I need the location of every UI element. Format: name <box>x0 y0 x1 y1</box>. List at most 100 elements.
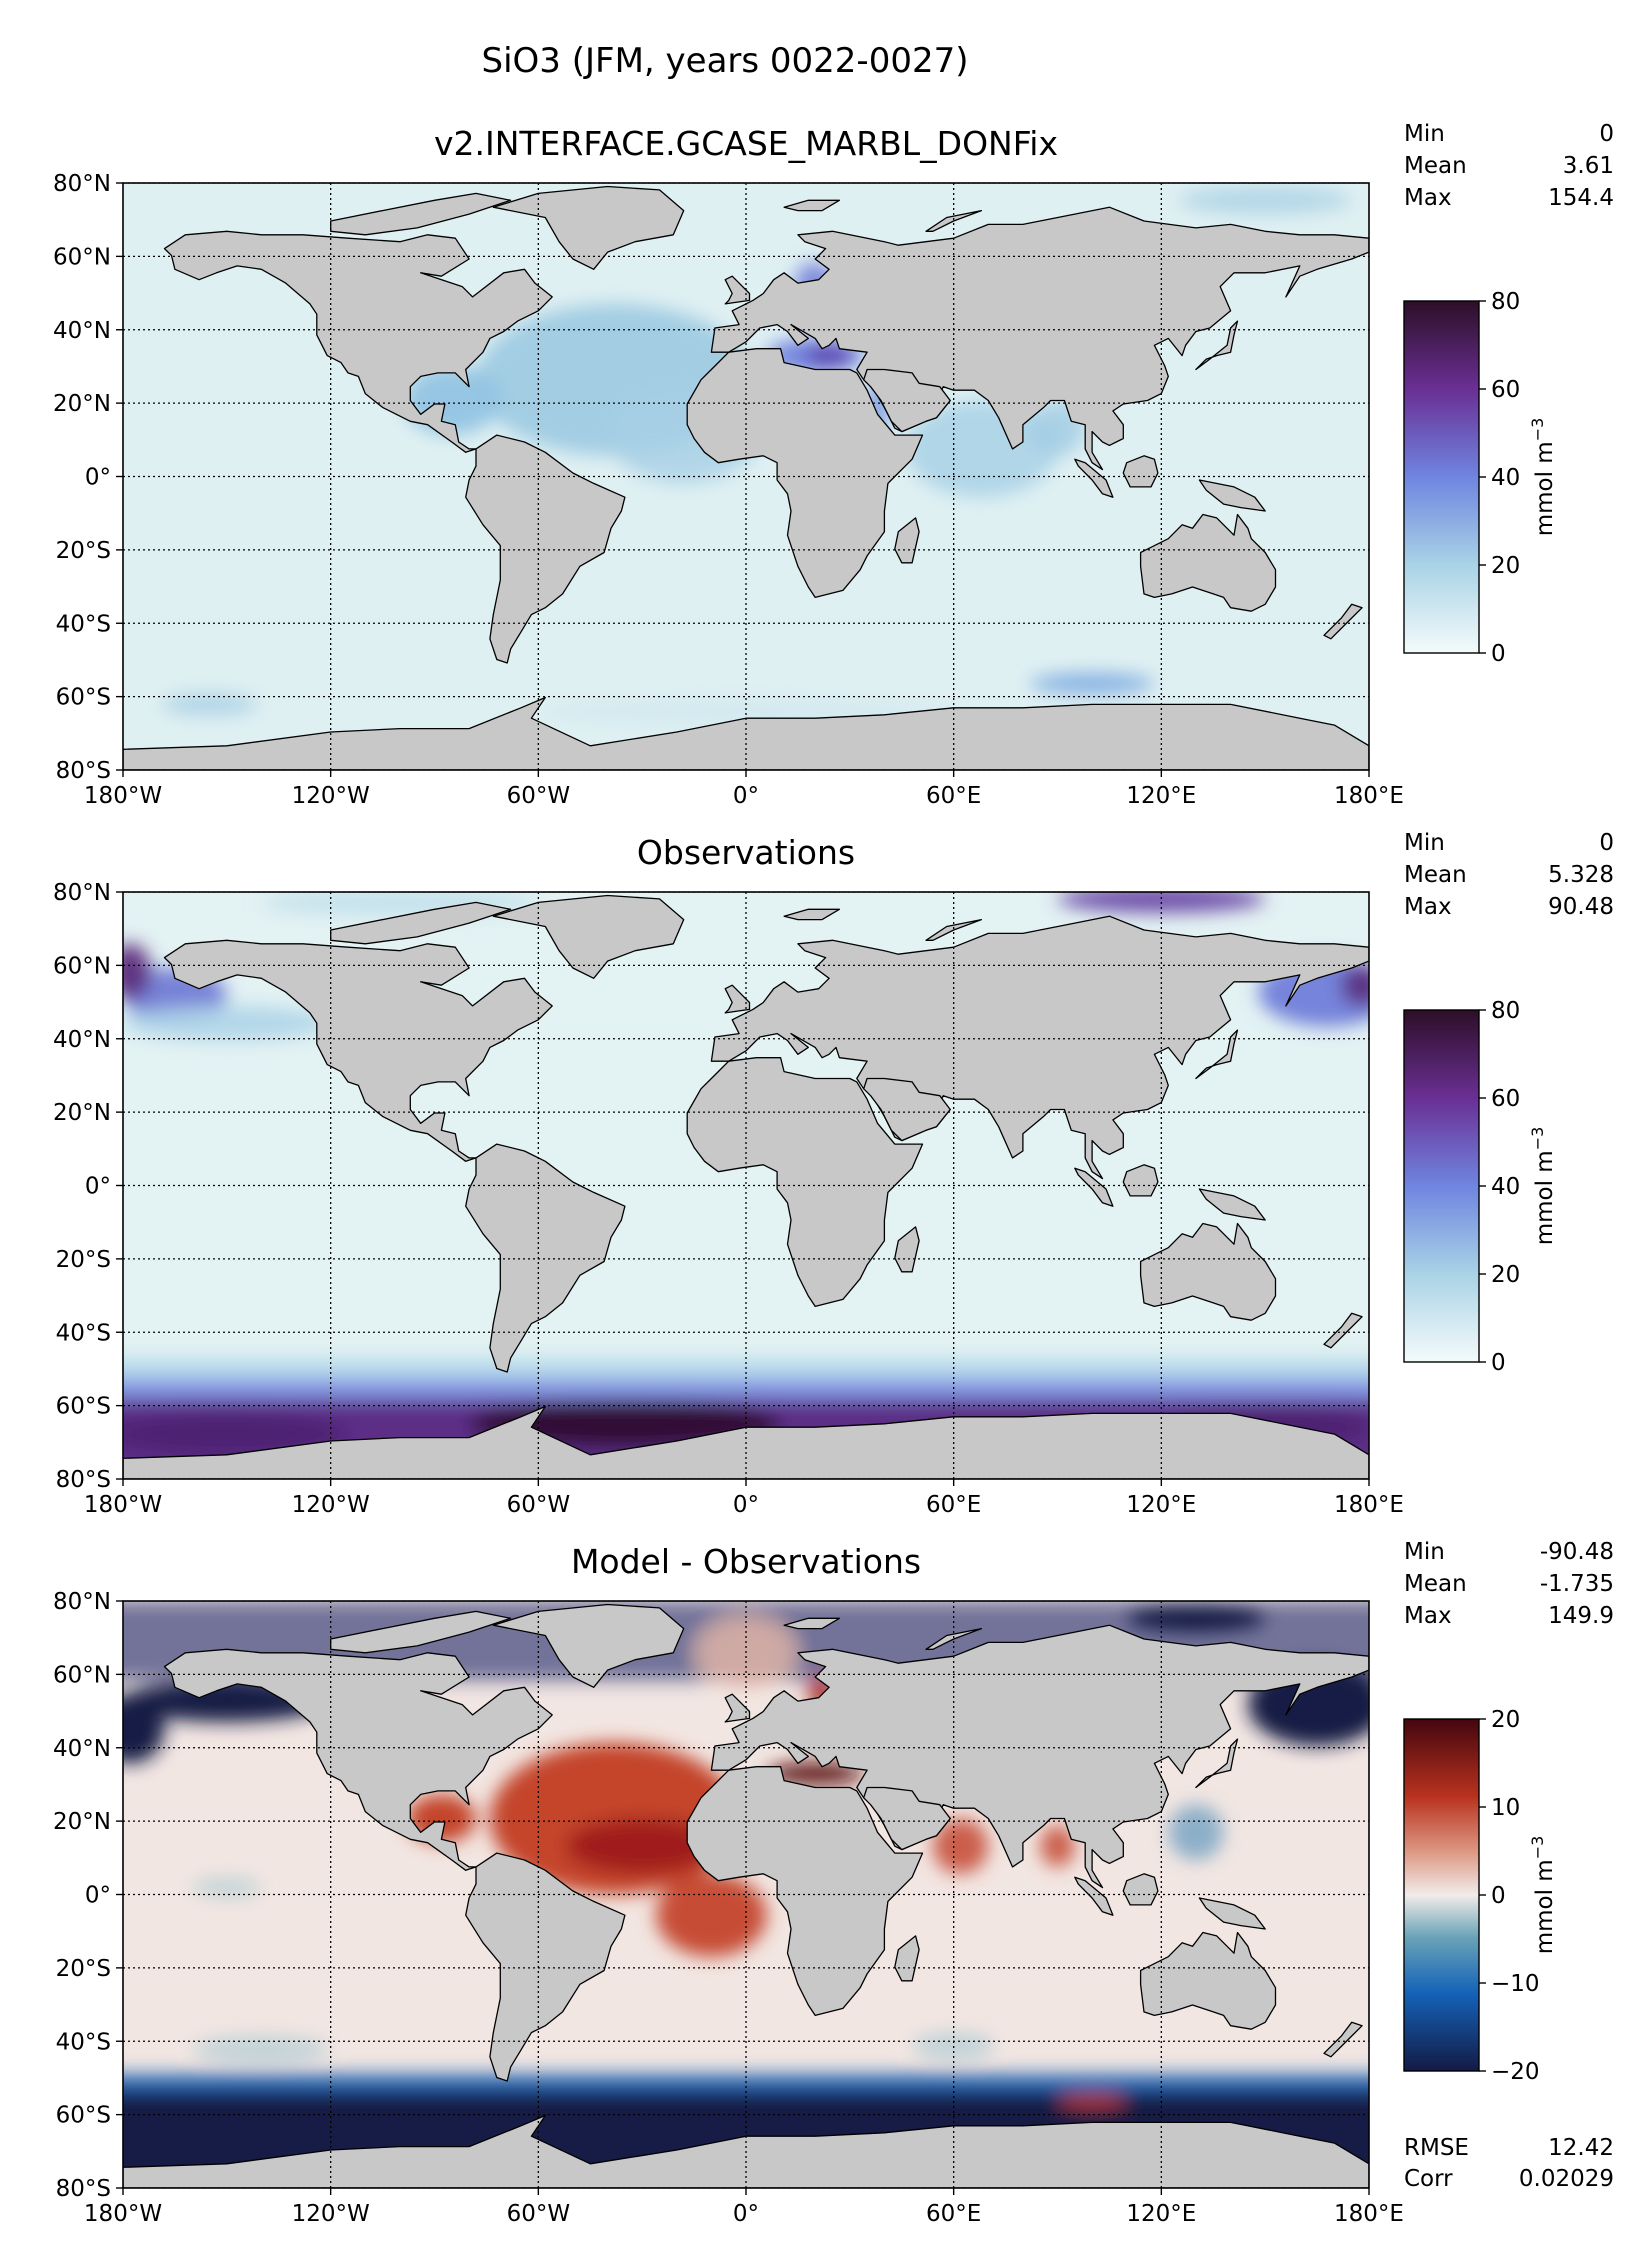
lat-tick-label: 20°S <box>56 1247 111 1273</box>
lat-tick-label: 80°N <box>53 171 111 197</box>
lat-tick-label: 40°N <box>53 1027 111 1053</box>
colorbar-tick-label: −20 <box>1491 2059 1540 2085</box>
colorbar-label: mmol m−3 <box>1528 1127 1558 1246</box>
landmass-uk <box>724 275 751 305</box>
stat-value: 0.02029 <box>1519 2166 1614 2192</box>
stat-label: Min <box>1404 830 1445 856</box>
colorbar-unit-exponent: −3 <box>1528 1127 1547 1151</box>
landmass-arabia <box>863 368 951 433</box>
landmass-japan <box>1195 1029 1239 1080</box>
colorbar-tick-label: 60 <box>1491 1086 1520 1112</box>
landmass-japan <box>1195 320 1239 371</box>
panel-title: v2.INTERFACE.GCASE_MARBL_DONFix <box>434 124 1058 163</box>
colorbar-tick-label: 20 <box>1491 553 1520 579</box>
colorbar-gradient <box>1403 300 1480 654</box>
lat-tick-label: 20°S <box>56 538 111 564</box>
landmass-new-guinea <box>1198 1897 1266 1930</box>
colorbar: 80 60 40 20 0 mmol m−3 <box>1403 289 1558 667</box>
colorbar: 20 10 0 −10 −20 mmol m−3 <box>1403 1707 1558 2085</box>
stats-block: Min -90.48 Mean -1.735 Max 149.9 RMSE 12.42 Corr… <box>1404 1539 1614 2192</box>
stat-value: 154.4 <box>1548 185 1614 211</box>
lon-tick-label: 60°W <box>507 783 571 809</box>
landmass-australia <box>1139 1222 1277 1321</box>
stat-label: Min <box>1404 1539 1445 1565</box>
lon-tick-label: 60°W <box>507 1492 571 1518</box>
colorbar-tick-label: 0 <box>1491 641 1506 667</box>
colorbar-unit: mmol m <box>1532 441 1558 536</box>
lat-tick-label: 20°N <box>53 1100 111 1126</box>
lon-tick-label: 120°E <box>1126 783 1196 809</box>
lon-tick-label: 120°E <box>1126 1492 1196 1518</box>
map-area <box>122 182 1370 771</box>
lat-tick-label: 0° <box>85 465 111 491</box>
lat-tick-label: 40°N <box>53 318 111 344</box>
lat-tick-label: 60°S <box>56 685 111 711</box>
lat-tick-label: 80°N <box>53 880 111 906</box>
colorbar-unit-exponent: −3 <box>1528 1836 1547 1860</box>
colorbar-tick-label: 40 <box>1491 465 1520 491</box>
landmass-north-america <box>163 230 553 453</box>
stat-label: Mean <box>1404 862 1467 888</box>
landmass-africa <box>686 1057 924 1308</box>
stat-value: 5.328 <box>1548 862 1614 888</box>
landmass-uk <box>724 1693 751 1723</box>
stat-value: 90.48 <box>1548 894 1614 920</box>
landmass-madagascar <box>894 1935 920 1982</box>
lat-tick-label: 80°N <box>53 1589 111 1615</box>
lat-tick-label: 40°S <box>56 1320 111 1346</box>
landmass-svalbard <box>783 1617 841 1630</box>
landmass-sumatra <box>1074 1167 1114 1207</box>
colorbar-tick-label: 0 <box>1491 1883 1506 1909</box>
landmass-svalbard <box>783 908 841 921</box>
lat-tick-label: 40°N <box>53 1736 111 1762</box>
colorbar-label: mmol m−3 <box>1528 1836 1558 1955</box>
landmass-new-zealand <box>1323 603 1363 640</box>
landmass-north-america <box>163 1648 553 1871</box>
landmass-africa <box>686 1766 924 2017</box>
colorbar-unit: mmol m <box>1532 1859 1558 1954</box>
landmass-new-guinea <box>1198 1188 1266 1221</box>
lon-tick-label: 180°W <box>84 2201 162 2227</box>
lon-tick-label: 60°E <box>926 783 981 809</box>
landmass-arctic-islands <box>330 1610 512 1654</box>
stat-label: Min <box>1404 121 1445 147</box>
stat-label: Max <box>1404 894 1452 920</box>
landmass-sumatra <box>1074 1876 1114 1916</box>
landmass-arctic-islands <box>330 901 512 945</box>
landmass-borneo <box>1122 1873 1159 1906</box>
landmass-australia <box>1139 1931 1277 2030</box>
landmass-uk <box>724 984 751 1014</box>
colorbar-label: mmol m−3 <box>1528 418 1558 537</box>
lat-tick-label: 20°S <box>56 1956 111 1982</box>
lat-tick-label: 80°S <box>56 1467 111 1493</box>
landmass-novaya-zemlya <box>925 918 983 941</box>
stat-value: 0 <box>1599 830 1614 856</box>
landmass-novaya-zemlya <box>925 209 983 232</box>
colorbar-tick-label: 10 <box>1491 1795 1520 1821</box>
lat-tick-label: 40°S <box>56 2029 111 2055</box>
colorbar-tick-label: 20 <box>1491 1707 1520 1733</box>
landmass-greenland <box>492 1603 685 1688</box>
lon-tick-label: 180°W <box>84 783 162 809</box>
landmass-madagascar <box>894 1226 920 1273</box>
stat-label: RMSE <box>1404 2135 1469 2161</box>
landmass-north-america <box>163 939 553 1162</box>
colorbar-tick-label: 60 <box>1491 377 1520 403</box>
landmass-borneo <box>1122 455 1159 488</box>
stat-label: Corr <box>1404 2166 1453 2192</box>
lat-tick-label: 60°S <box>56 2103 111 2129</box>
map-area <box>122 891 1370 1480</box>
panel-title: Model - Observations <box>571 1542 921 1581</box>
colorbar-tick-label: −10 <box>1491 1971 1540 1997</box>
lat-tick-label: 0° <box>85 1174 111 1200</box>
landmass-new-zealand <box>1323 2021 1363 2058</box>
landmass-arabia <box>863 1077 951 1142</box>
stat-value: 12.42 <box>1548 2135 1614 2161</box>
lon-tick-label: 120°W <box>292 1492 370 1518</box>
lon-tick-label: 60°E <box>926 1492 981 1518</box>
landmass-new-zealand <box>1323 1312 1363 1349</box>
landmass-new-guinea <box>1198 479 1266 512</box>
lat-tick-label: 80°S <box>56 758 111 784</box>
lon-tick-label: 0° <box>733 783 759 809</box>
